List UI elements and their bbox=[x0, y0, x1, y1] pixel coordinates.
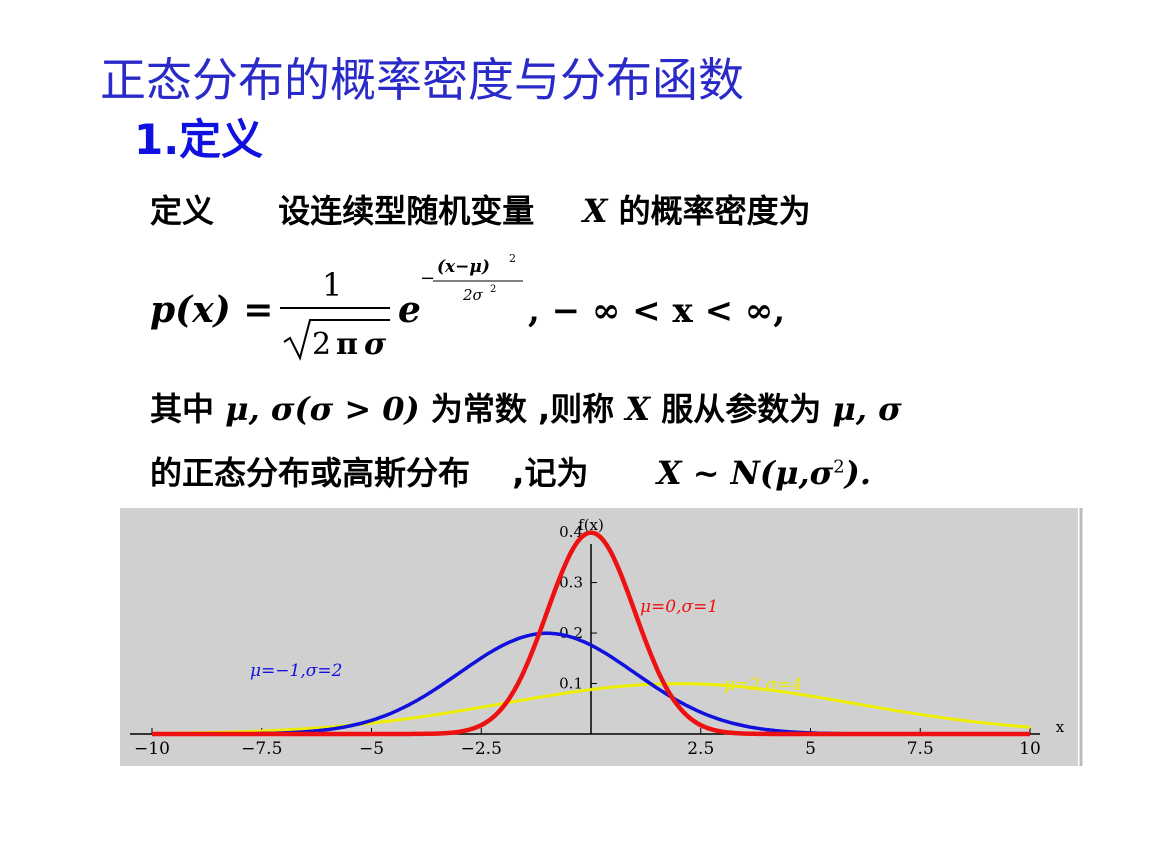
definition-label: 定义 bbox=[150, 192, 215, 230]
series-line-2 bbox=[152, 682, 1031, 735]
formula-lhs: p(x) = bbox=[150, 289, 273, 331]
x-tick-label: 7.5 bbox=[907, 739, 934, 759]
x-tick-label: 10 bbox=[1019, 739, 1041, 759]
line4-sup: 2 bbox=[833, 456, 845, 478]
line3-a: 其中 bbox=[150, 390, 215, 428]
series-label-2: μ=2,σ=4 bbox=[724, 675, 802, 695]
line3-b: μ, σ(σ > 0) bbox=[225, 390, 420, 428]
sqrt-sign bbox=[283, 319, 390, 361]
exponent-num-sup: 2 bbox=[509, 252, 516, 265]
notation-line: 的正态分布或高斯分布 ,记为 X ~ N(μ,σ2). bbox=[150, 448, 871, 494]
series-label-1: μ=−1,σ=2 bbox=[250, 661, 342, 681]
definition-text: 设连续型随机变量 bbox=[278, 192, 535, 230]
series-label-0: μ=0,σ=1 bbox=[640, 597, 718, 617]
exponent-numerator: (x−μ) bbox=[437, 257, 490, 277]
section-heading: 1.定义 bbox=[134, 115, 264, 164]
x-tick-label: −2.5 bbox=[461, 739, 502, 759]
line4-c: X ~ N(μ,σ bbox=[656, 454, 834, 492]
line3-c: 为常数 ,则称 bbox=[430, 390, 615, 428]
exponent-den-sup: 2 bbox=[490, 284, 496, 295]
definition-line: 定义 设连续型随机变量 X 的概率密度为 bbox=[150, 186, 811, 232]
line4-b: ,记为 bbox=[512, 454, 589, 492]
y-tick-label: 0.3 bbox=[559, 574, 583, 592]
x-tick-label: 2.5 bbox=[687, 739, 714, 759]
y-tick-label: 0.4 bbox=[559, 523, 583, 541]
formula-den-2: 2 bbox=[312, 327, 331, 362]
formula-numerator: 1 bbox=[322, 266, 342, 304]
series-line-0 bbox=[152, 530, 1030, 737]
definition-tail: 的概率密度为 bbox=[618, 192, 811, 230]
line3-e: 服从参数为 bbox=[661, 390, 822, 428]
formula-den-sigma: σ bbox=[364, 327, 387, 362]
formula-den-pi: π bbox=[336, 327, 358, 362]
y-tick-label: 0.1 bbox=[559, 675, 583, 693]
line3-f: μ, σ bbox=[832, 390, 902, 428]
x-axis-label: x bbox=[1056, 718, 1065, 736]
normal-density-chart: −10 −7.5 −5 −2.5 2.5 5 7.5 100.10.20.30.4f(x)xμ… bbox=[120, 508, 1083, 766]
random-variable: X bbox=[582, 192, 608, 230]
x-tick-label: 5 bbox=[805, 739, 816, 759]
exponent-denominator: 2σ bbox=[462, 286, 484, 304]
y-axis-label: f(x) bbox=[578, 516, 604, 534]
line4-d: ). bbox=[844, 454, 871, 492]
formula-e: e bbox=[398, 289, 421, 331]
x-tick-label: −10 bbox=[134, 739, 170, 759]
x-tick-label: −5 bbox=[359, 739, 384, 759]
slide-title: 正态分布的概率密度与分布函数 bbox=[100, 53, 744, 107]
formula-range: , − ∞ < x < ∞, bbox=[528, 291, 785, 331]
x-tick-label: −7.5 bbox=[241, 739, 282, 759]
line3-d: X bbox=[625, 390, 651, 428]
parameter-line: 其中 μ, σ(σ > 0) 为常数 ,则称 X 服从参数为 μ, σ bbox=[150, 384, 902, 430]
exponent-sign: − bbox=[420, 268, 435, 289]
line4-a: 的正态分布或高斯分布 bbox=[150, 454, 471, 492]
chart-background bbox=[120, 508, 1078, 766]
density-formula: p(x) = 1 2 π σ e − (x−μ) 2 2σ 2 , − ∞ < … bbox=[150, 252, 785, 362]
